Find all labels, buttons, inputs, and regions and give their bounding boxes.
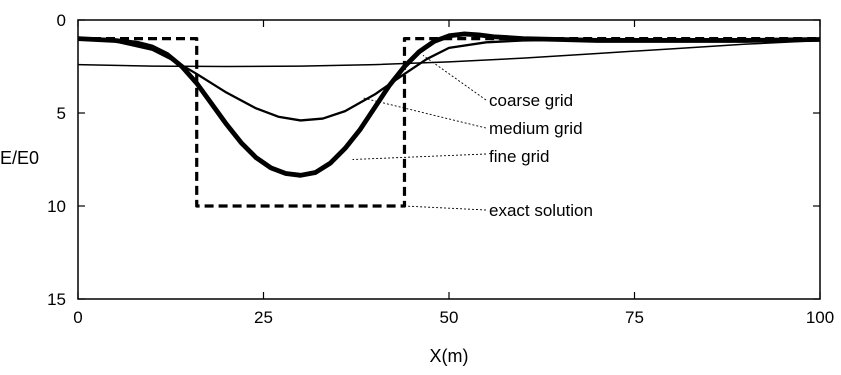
x-tick-label: 100: [806, 308, 834, 327]
axis-ticks: 0 25 50 75 100 0 5 10 15: [47, 11, 834, 327]
annotation-fine-grid: fine grid: [489, 147, 549, 166]
series-line-coarse-grid: [77, 39, 821, 68]
leader-line-coarse-grid: [422, 54, 487, 101]
x-tick-label: 50: [440, 308, 459, 327]
x-axis-label: X(m): [430, 346, 469, 366]
annotation-medium-grid: medium grid: [489, 119, 583, 138]
series-line-fine-grid: [77, 31, 821, 178]
y-tick-label: 15: [47, 290, 66, 309]
leader-line-medium-grid: [363, 97, 487, 129]
y-tick-label: 5: [57, 104, 66, 123]
series-line-medium-grid: [77, 38, 820, 122]
x-tick-label: 25: [254, 308, 273, 327]
y-tick-label: 10: [47, 197, 66, 216]
annotation-exact-solution: exact solution: [489, 201, 593, 220]
series-line-exact-solution: [78, 36, 820, 208]
y-axis-label: E/E0: [0, 148, 39, 168]
x-tick-label: 75: [625, 308, 644, 327]
leader-line-exact-solution: [404, 205, 487, 211]
series-group: [77, 31, 821, 208]
annotations-group: coarse grid medium grid fine grid exact sol…: [352, 54, 593, 220]
leader-line-fine-grid: [352, 153, 487, 160]
annotation-coarse-grid: coarse grid: [489, 91, 573, 110]
x-tick-label: 0: [73, 308, 82, 327]
y-tick-label: 0: [57, 11, 66, 30]
